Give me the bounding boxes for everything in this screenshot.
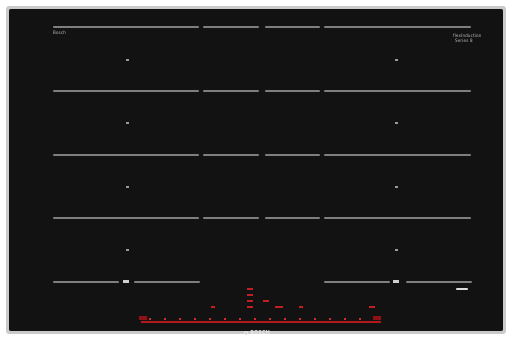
slider-tick bbox=[254, 318, 256, 320]
zone-dot bbox=[395, 59, 398, 61]
move-mode-icon[interactable] bbox=[263, 300, 269, 302]
zone-dot bbox=[126, 122, 129, 124]
zone-line-r5-d bbox=[406, 281, 472, 283]
slider-tick bbox=[359, 318, 361, 320]
slider-tick bbox=[269, 318, 271, 320]
zone-dot bbox=[395, 249, 398, 251]
power-level-slider[interactable] bbox=[141, 321, 381, 323]
brand-logo: BOSCH bbox=[233, 330, 281, 336]
slider-tick bbox=[284, 318, 286, 320]
slider-tick bbox=[149, 318, 151, 320]
slider-tick bbox=[299, 318, 301, 320]
zone-dot bbox=[395, 122, 398, 124]
top-right-label: flexInduction bbox=[453, 33, 482, 38]
top-left-label: Bosch bbox=[53, 30, 67, 35]
slider-tick bbox=[209, 318, 211, 320]
zone-line-r4-d bbox=[324, 217, 471, 219]
zone-line-r3-c bbox=[265, 154, 320, 156]
control-left-mark[interactable] bbox=[211, 306, 215, 308]
control-right-mark[interactable] bbox=[299, 306, 303, 308]
power-icon[interactable] bbox=[247, 288, 253, 290]
zone-line-r4-b bbox=[203, 217, 259, 219]
zone-line-r4-a bbox=[53, 217, 199, 219]
top-right-sublabel: Series 8 bbox=[455, 38, 473, 43]
zone-line-r2-d bbox=[324, 90, 471, 92]
zone-dot bbox=[395, 186, 398, 188]
zone-line-r3-b bbox=[203, 154, 259, 156]
zone-marker-bottom-right bbox=[456, 288, 468, 290]
zone-line-r1-c bbox=[265, 26, 320, 28]
zone-line-r1-b bbox=[203, 26, 259, 28]
bosch-logo-icon bbox=[244, 330, 249, 335]
zone-line-r2-b bbox=[203, 90, 259, 92]
zone-line-r4-c bbox=[265, 217, 320, 219]
zone-indicator bbox=[123, 280, 129, 283]
zone-line-r2-a bbox=[53, 90, 199, 92]
zone-line-r2-c bbox=[265, 90, 320, 92]
slider-tick bbox=[194, 318, 196, 320]
zone-line-r5-b bbox=[134, 281, 200, 283]
slider-tick bbox=[179, 318, 181, 320]
frying-sensor-icon[interactable] bbox=[247, 306, 253, 308]
slider-right-pad[interactable] bbox=[373, 316, 381, 320]
slider-tick bbox=[329, 318, 331, 320]
zone-indicator bbox=[393, 280, 399, 283]
slider-tick bbox=[224, 318, 226, 320]
zone-line-r1-a bbox=[53, 26, 199, 28]
slider-tick bbox=[164, 318, 166, 320]
slider-tick bbox=[314, 318, 316, 320]
lock-icon[interactable] bbox=[247, 300, 253, 302]
zone-dot bbox=[126, 249, 129, 251]
zone-dot bbox=[126, 186, 129, 188]
glass-ceramic-surface: Bosch flexInduction Series 8 bbox=[9, 9, 503, 331]
zone-line-r5-c bbox=[324, 281, 390, 283]
slider-left-pad[interactable] bbox=[139, 316, 147, 320]
zone-line-r3-a bbox=[53, 154, 199, 156]
zone-line-r1-d bbox=[324, 26, 471, 28]
slider-tick bbox=[344, 318, 346, 320]
zone-line-r5-a bbox=[53, 281, 119, 283]
zone-line-r3-d bbox=[324, 154, 471, 156]
timer-icon[interactable] bbox=[247, 294, 253, 296]
brand-name: BOSCH bbox=[250, 330, 270, 336]
zone-dot bbox=[126, 59, 129, 61]
control-far-right-mark[interactable] bbox=[369, 306, 375, 308]
slider-tick bbox=[239, 318, 241, 320]
control-mid-mark[interactable] bbox=[275, 306, 283, 308]
